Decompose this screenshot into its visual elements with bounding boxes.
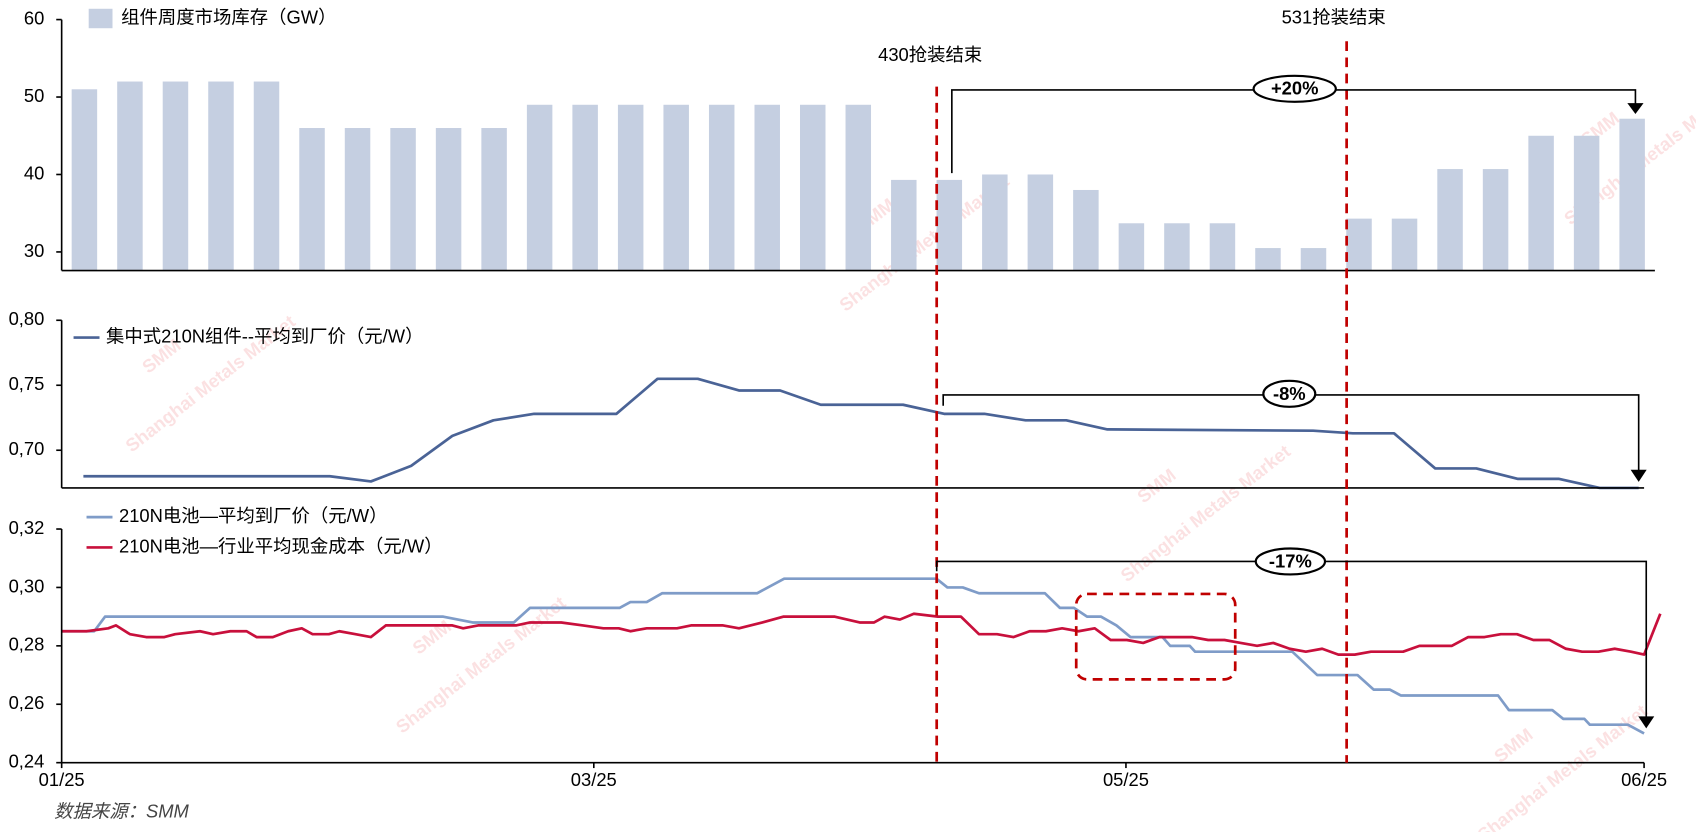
watermark-text: Shanghai Metals Market xyxy=(392,592,570,737)
bar xyxy=(1255,248,1281,271)
y-tick-label: 0,28 xyxy=(9,634,45,655)
y-tick-label: 0,70 xyxy=(9,438,45,459)
bar xyxy=(1437,169,1463,271)
bar xyxy=(1300,248,1327,271)
y-tick-label: 0,24 xyxy=(9,751,45,772)
bar xyxy=(481,128,507,271)
bar xyxy=(572,104,598,271)
bar xyxy=(708,104,735,271)
bar xyxy=(1027,174,1054,271)
bar xyxy=(71,89,98,271)
arrow-head xyxy=(1638,716,1655,729)
bar xyxy=(845,104,872,271)
y-tick-label: 0,80 xyxy=(9,308,45,329)
annotation: 531抢装结束 xyxy=(1282,6,1386,27)
legend-label: 210N电池—平均到厂价（元/W） xyxy=(119,505,388,526)
bar xyxy=(1346,218,1372,271)
bar xyxy=(1482,169,1509,271)
bar xyxy=(800,104,826,271)
annotation: -17% xyxy=(1269,550,1312,571)
label-bubble xyxy=(1254,547,1327,576)
legend-label: 210N电池—行业平均现金成本（元/W） xyxy=(119,535,443,556)
x-tick-label: 03/25 xyxy=(571,769,617,790)
bar xyxy=(117,81,143,271)
line xyxy=(61,577,1645,735)
bar xyxy=(982,174,1008,271)
y-tick-label: 30 xyxy=(24,240,44,261)
annotation: +20% xyxy=(1271,78,1319,99)
bar xyxy=(162,81,189,271)
y-tick-label: 50 xyxy=(24,85,44,106)
legend-label: 集中式210N组件--平均到厂价（元/W） xyxy=(106,325,424,346)
y-tick-label: 0,30 xyxy=(9,575,45,596)
label-bubble xyxy=(1252,74,1337,103)
annotation: -8% xyxy=(1273,383,1306,404)
bar xyxy=(936,179,963,271)
y-tick-label: 0,75 xyxy=(9,373,45,394)
line xyxy=(61,612,1662,656)
bar xyxy=(1619,118,1645,271)
bar xyxy=(1164,223,1190,271)
bar xyxy=(891,179,917,271)
x-tick-label: 01/25 xyxy=(39,769,85,790)
annotation: 430抢装结束 xyxy=(878,44,982,65)
highlight-box xyxy=(1074,592,1237,681)
bar xyxy=(1391,218,1418,271)
x-tick-label: 06/25 xyxy=(1621,769,1667,790)
bar xyxy=(754,104,780,271)
bar xyxy=(390,128,416,271)
source: 数据来源：SMM xyxy=(54,800,189,821)
arrow-head xyxy=(1630,469,1647,482)
bar xyxy=(435,128,462,271)
bar xyxy=(253,81,280,271)
watermark-logo: SMM xyxy=(408,616,455,659)
watermark-logo: SMM xyxy=(1133,464,1180,507)
annotations xyxy=(935,41,1655,763)
bar xyxy=(1573,135,1600,271)
bar xyxy=(617,104,644,271)
label-bubble xyxy=(1262,379,1317,408)
line xyxy=(83,377,1639,490)
bar xyxy=(1118,223,1145,271)
bar xyxy=(1073,189,1099,271)
bar xyxy=(208,81,234,271)
y-tick-label: 0,26 xyxy=(9,692,45,713)
y-tick-label: 0,32 xyxy=(9,517,45,538)
arrow-head xyxy=(1627,103,1644,114)
bar xyxy=(299,128,325,271)
bar xyxy=(1528,135,1554,271)
bar xyxy=(663,104,689,271)
legend-swatch xyxy=(88,8,113,29)
bar xyxy=(344,128,371,271)
y-tick-label: 60 xyxy=(24,7,44,28)
legend-label: 组件周度市场库存（GW） xyxy=(121,6,336,27)
bar xyxy=(526,104,553,271)
watermark-logo: SMM xyxy=(1490,724,1537,767)
plot-area: 30 40 50 60 组件周度市场库存（GW） 0,70 0,75 0,80 集中式210N组… xyxy=(9,6,1667,790)
x-tick-label: 05/25 xyxy=(1103,769,1149,790)
bar xyxy=(1209,223,1236,271)
y-tick-label: 40 xyxy=(24,162,44,183)
